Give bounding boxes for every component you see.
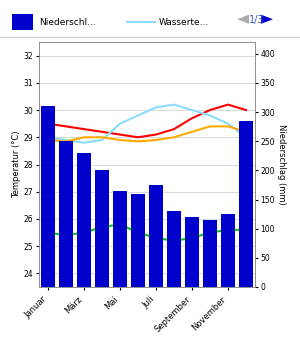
Bar [77,153,91,287]
Bar [95,170,109,287]
Y-axis label: Niederschlag (mm): Niederschlag (mm) [277,124,286,205]
Bar [113,191,127,287]
Bar [203,220,217,287]
Text: Niederschl...: Niederschl... [39,18,96,27]
Bar [239,121,253,287]
Bar [221,214,235,287]
Bar [41,106,55,287]
Bar [131,194,145,287]
Y-axis label: Temperatur (°C): Temperatur (°C) [12,131,21,198]
Bar [59,141,73,287]
Bar [149,185,163,287]
Text: Wasserte...: Wasserte... [159,18,209,27]
Bar [185,217,199,287]
Bar [167,211,181,287]
Text: 1/3: 1/3 [249,15,264,24]
